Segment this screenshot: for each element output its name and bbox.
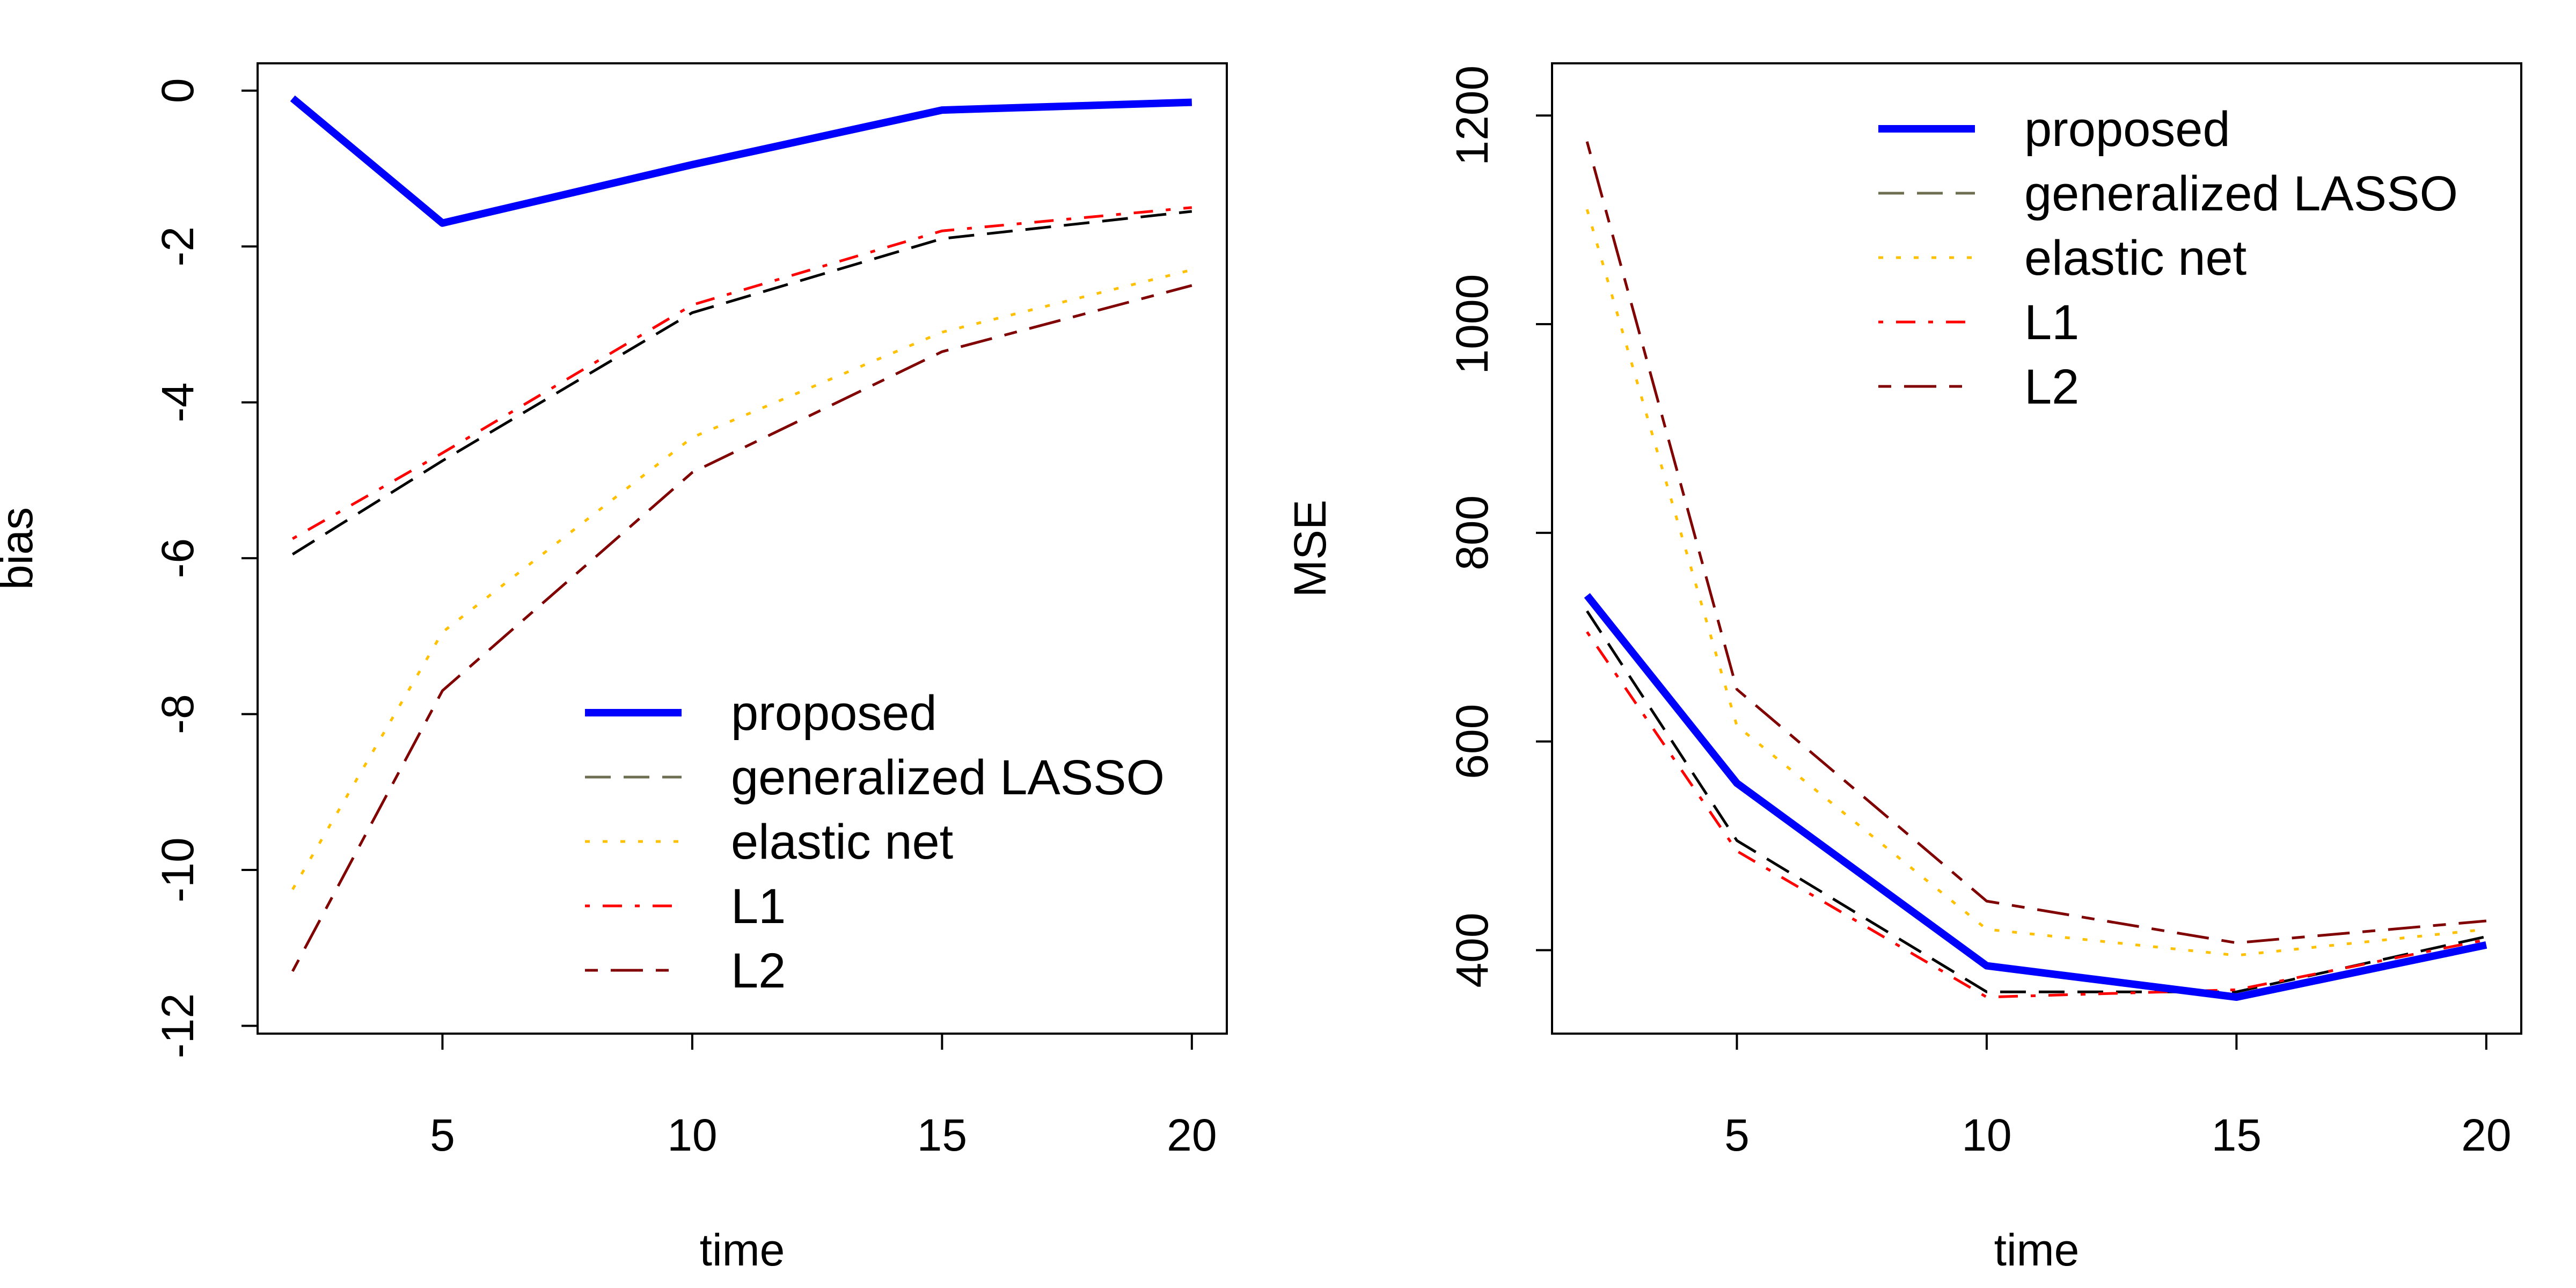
y-tick-label: 400 (1447, 912, 1497, 987)
plot-frame (257, 62, 1228, 1035)
x-axis-label: time (1994, 1225, 2080, 1275)
y-tick-label: 800 (1447, 495, 1497, 570)
series-line-elastic-net (291, 268, 1192, 890)
series-line-elastic-net (1585, 209, 2487, 957)
legend-label: L1 (2024, 295, 2079, 350)
mse-panel: 5 10 15 20 400 600 800 1000 1200 time MSE proposed g… (1285, 62, 2522, 1275)
legend: proposed generalized LASSO elastic net L1 L2 (1878, 102, 2458, 414)
series-line-l2 (291, 284, 1192, 972)
x-tick-label: 20 (1167, 1110, 1217, 1160)
legend-label: L2 (2024, 360, 2079, 414)
legend-label: elastic net (731, 815, 953, 869)
plot-frame (1551, 62, 2522, 1035)
x-axis-label: time (700, 1225, 785, 1275)
y-tick-label: 1200 (1447, 65, 1497, 166)
y-tick-label: -8 (152, 694, 203, 734)
x-tick-label: 10 (667, 1110, 717, 1160)
y-tick-label: 0 (152, 78, 203, 103)
series-line-l1 (1586, 631, 2487, 999)
series-line-proposed (290, 95, 1192, 227)
y-tick-label: -2 (152, 226, 203, 267)
x-tick-label: 15 (2212, 1110, 2262, 1160)
x-tick-label: 20 (2461, 1110, 2511, 1160)
legend-label: proposed (2024, 102, 2230, 157)
y-tick-label: 600 (1447, 704, 1497, 779)
bias-panel: 5 10 15 20 0 -2 -4 -6 -8 -10 -12 time bias proposed ge… (0, 62, 1228, 1275)
legend-label: proposed (731, 686, 937, 741)
series-line-generalized-lasso (1586, 610, 2487, 993)
y-axis-label: MSE (1285, 500, 1335, 597)
series-line-l2 (1585, 141, 2487, 945)
y-tick-label: 1000 (1447, 274, 1497, 375)
legend-label: L1 (731, 879, 786, 934)
x-tick-label: 5 (430, 1110, 455, 1160)
y-axis-label: bias (0, 507, 42, 590)
x-tick-label: 5 (1724, 1110, 1750, 1160)
series-line-generalized-lasso (291, 210, 1192, 556)
legend-label: elastic net (2024, 231, 2246, 286)
y-tick-label: -6 (152, 538, 203, 579)
x-tick-label: 10 (1962, 1110, 2011, 1160)
legend-label: generalized LASSO (2024, 166, 2458, 221)
y-tick-label: -10 (152, 837, 203, 902)
y-tick-label: -4 (152, 382, 203, 422)
y-tick-label: -12 (152, 993, 203, 1058)
legend-label: generalized LASSO (731, 750, 1165, 805)
x-tick-label: 15 (917, 1110, 967, 1160)
legend-label: L2 (731, 943, 786, 998)
legend: proposed generalized LASSO elastic net L1 L2 (585, 686, 1165, 998)
series-line-proposed (1584, 593, 2487, 1001)
